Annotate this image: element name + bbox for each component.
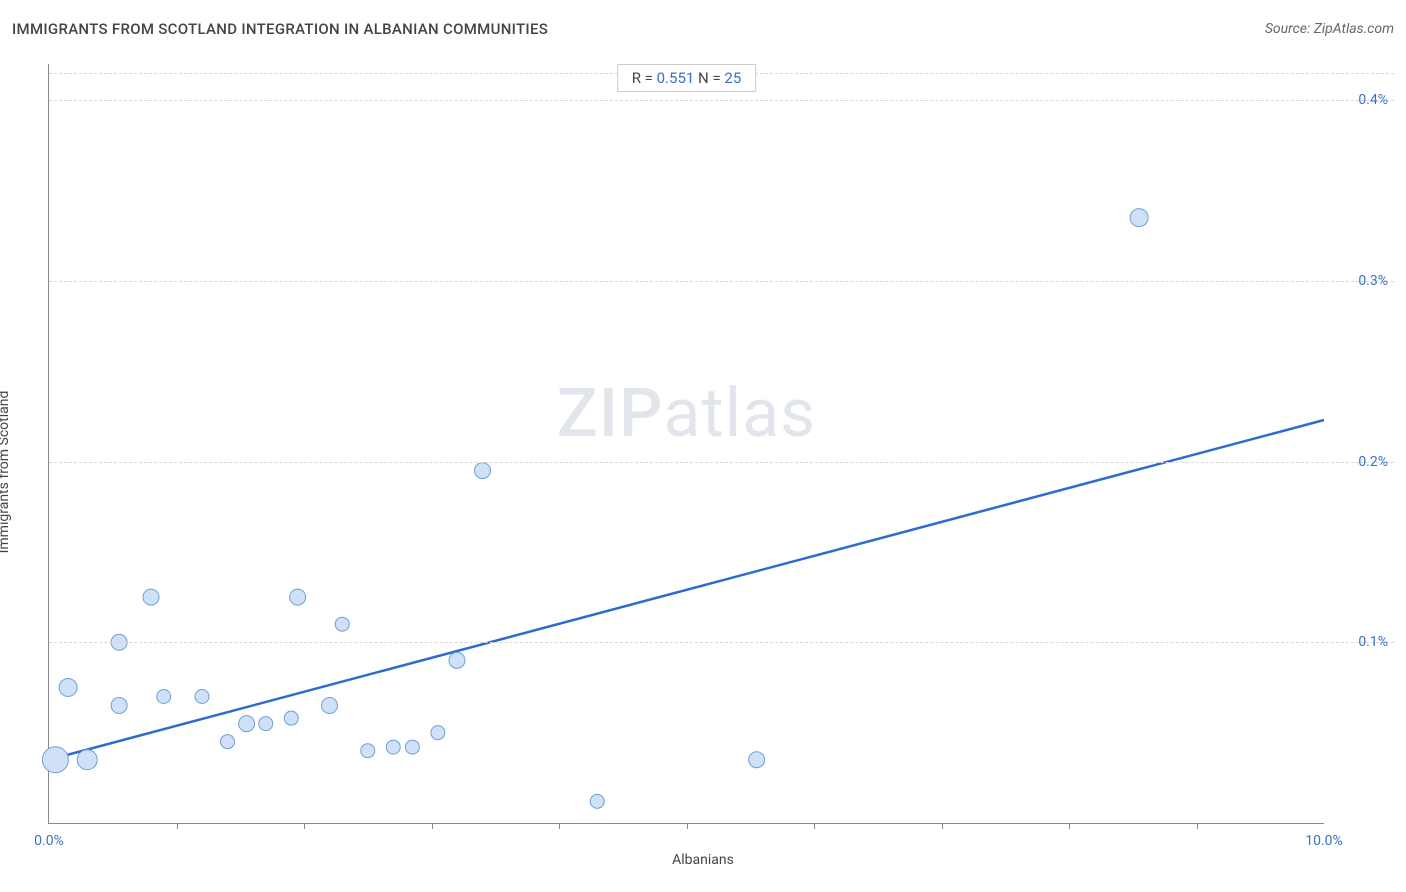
y-tick-label: 0.4%: [1358, 92, 1388, 108]
y-tick-label: 0.2%: [1358, 454, 1388, 470]
y-tick-label: 0.3%: [1358, 273, 1388, 289]
data-point: [431, 726, 445, 740]
data-point: [59, 678, 77, 696]
legend-n-label: N =: [694, 69, 724, 87]
gridline: [49, 100, 1394, 101]
chart-container: Immigrants from Scotland Albanians R = 0…: [12, 56, 1394, 872]
gridline: [49, 642, 1394, 643]
x-tick: [304, 823, 305, 829]
data-point: [405, 740, 419, 754]
chart-header: IMMIGRANTS FROM SCOTLAND INTEGRATION IN …: [12, 20, 1394, 38]
x-tick-label: 0.0%: [34, 833, 64, 849]
x-tick: [1197, 823, 1198, 829]
data-point: [77, 750, 97, 770]
gridline: [49, 462, 1394, 463]
plot-area: R = 0.551 N = 25 ZIPatlas 0.1%0.2%0.3%0.…: [48, 64, 1324, 824]
source-name: ZipAtlas.com: [1314, 21, 1394, 37]
source-prefix: Source:: [1265, 21, 1314, 37]
x-tick: [177, 823, 178, 829]
legend-r-label: R =: [632, 69, 657, 87]
data-point: [590, 794, 604, 808]
data-point: [42, 747, 68, 773]
data-point: [322, 698, 338, 714]
data-point: [143, 589, 159, 605]
data-point: [475, 463, 491, 479]
x-tick-label: 10.0%: [1305, 833, 1343, 849]
trendline: [49, 420, 1324, 760]
chart-title: IMMIGRANTS FROM SCOTLAND INTEGRATION IN …: [12, 20, 548, 38]
legend-n-value: 25: [724, 69, 741, 87]
data-point: [221, 735, 235, 749]
x-tick: [559, 823, 560, 829]
x-axis-label: Albanians: [672, 852, 734, 868]
data-point: [239, 716, 255, 732]
x-tick: [687, 823, 688, 829]
data-point: [749, 752, 765, 768]
data-point: [361, 744, 375, 758]
x-tick: [942, 823, 943, 829]
data-point: [386, 740, 400, 754]
data-point: [1130, 209, 1148, 227]
x-tick: [432, 823, 433, 829]
data-point: [290, 589, 306, 605]
x-tick: [814, 823, 815, 829]
chart-source: Source: ZipAtlas.com: [1265, 21, 1394, 37]
data-point: [111, 698, 127, 714]
x-tick: [1069, 823, 1070, 829]
data-point: [449, 652, 465, 668]
data-point: [284, 711, 298, 725]
data-point: [259, 717, 273, 731]
data-point: [157, 690, 171, 704]
y-tick-label: 0.1%: [1358, 634, 1388, 650]
data-point: [195, 690, 209, 704]
legend-r-value: 0.551: [657, 69, 695, 87]
gridline: [49, 281, 1394, 282]
scatter-plot: [49, 64, 1324, 823]
y-axis-label: Immigrants from Scotland: [0, 391, 12, 554]
data-point: [335, 617, 349, 631]
chart-legend: R = 0.551 N = 25: [617, 64, 757, 92]
